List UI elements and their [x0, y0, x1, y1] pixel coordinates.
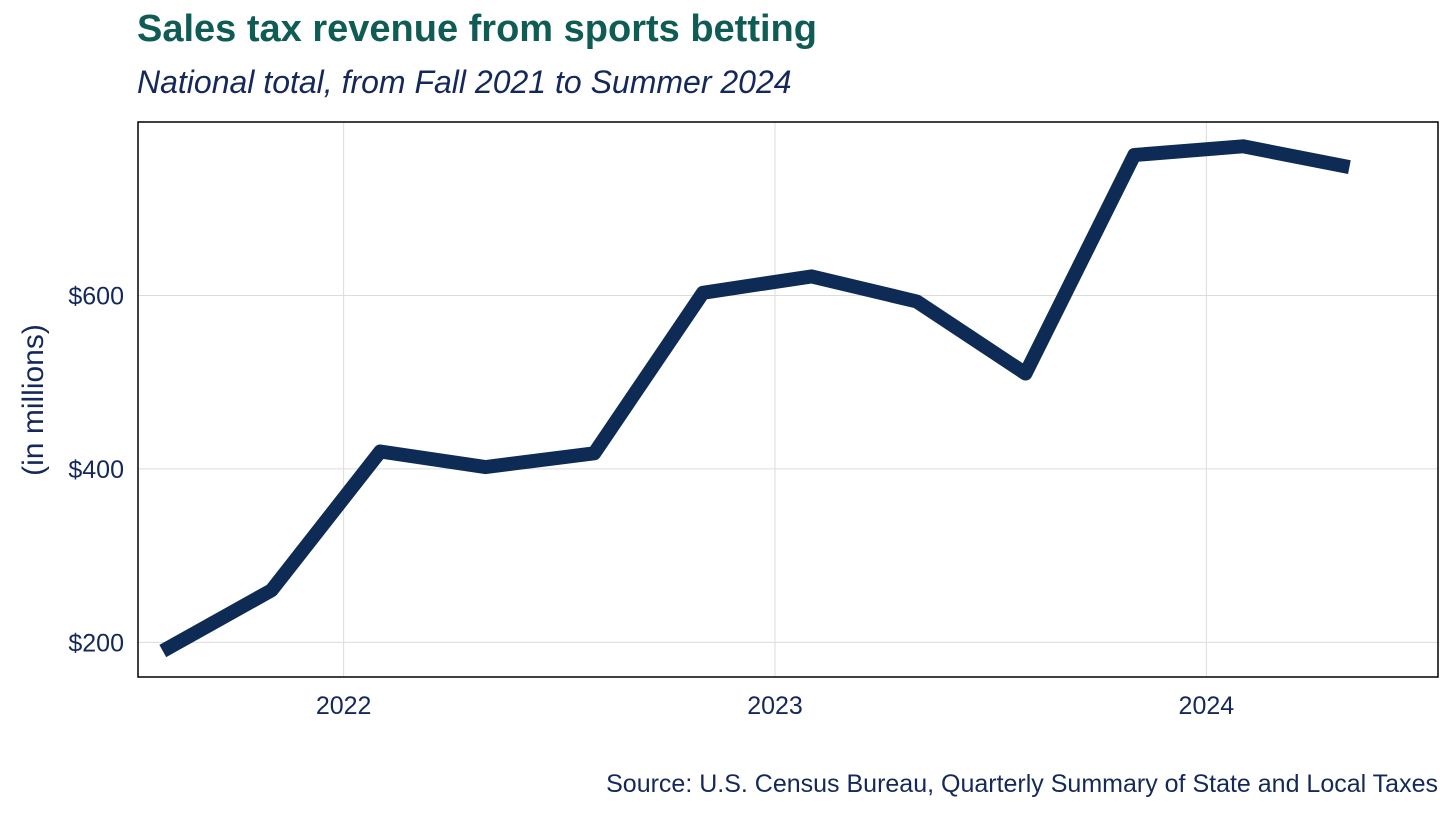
chart-title: Sales tax revenue from sports betting — [137, 8, 817, 50]
y-axis-title: (in millions) — [17, 324, 50, 476]
y-tick-label: $400 — [68, 456, 124, 484]
chart-subtitle: National total, from Fall 2021 to Summer… — [137, 64, 792, 100]
series-line — [159, 139, 1351, 658]
y-tick-label: $200 — [68, 629, 124, 657]
x-tick-label: 2022 — [316, 692, 372, 720]
plot-frame — [137, 121, 1439, 678]
grid-lines — [138, 122, 1438, 677]
x-tick-label: 2023 — [747, 692, 803, 720]
x-tick-label: 2024 — [1179, 692, 1235, 720]
series-layer — [159, 139, 1351, 658]
y-tick-label: $600 — [68, 282, 124, 310]
y-axis-ticks: $200 $400 $600 — [68, 282, 124, 657]
x-axis-ticks: 2022 2023 2024 — [316, 692, 1234, 720]
chart-source: Source: U.S. Census Bureau, Quarterly Su… — [606, 770, 1438, 798]
